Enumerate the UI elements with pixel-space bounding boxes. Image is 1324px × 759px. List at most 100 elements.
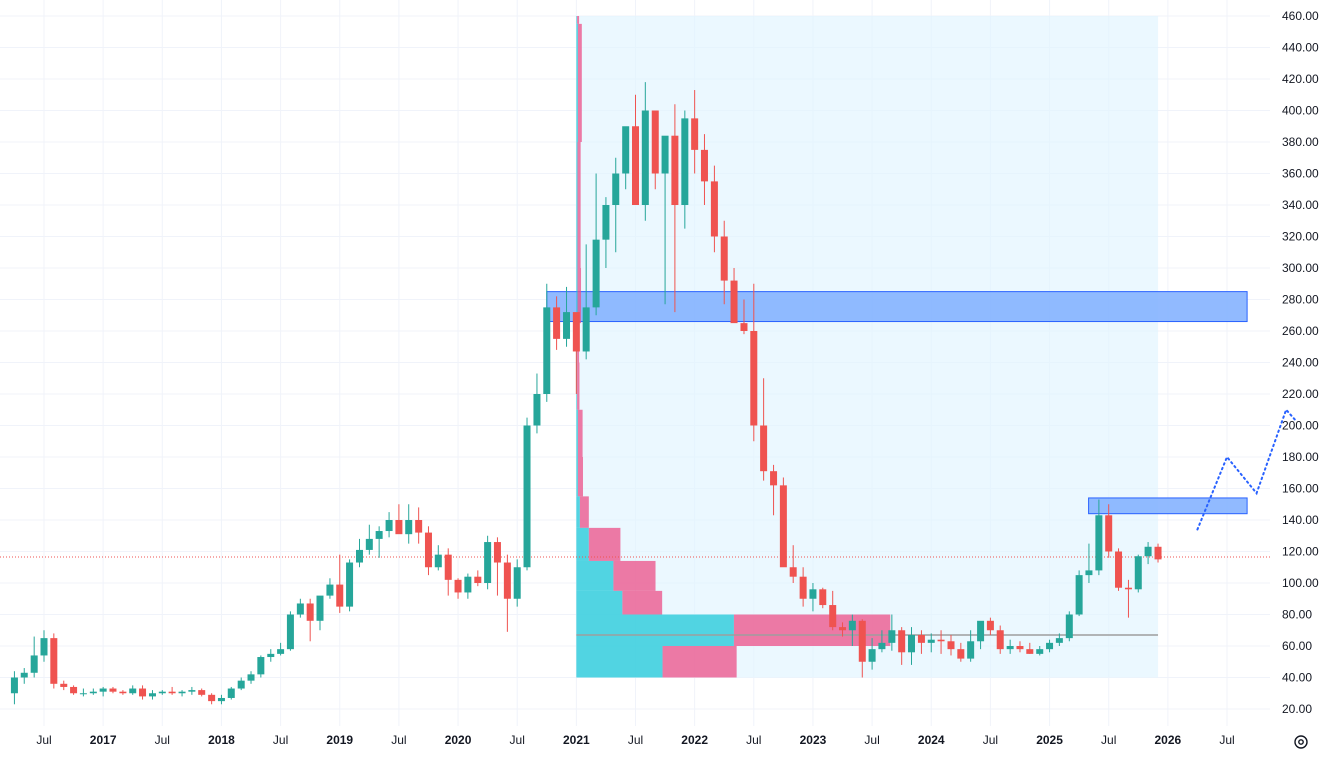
candle-body[interactable] bbox=[740, 323, 748, 331]
candle-body[interactable] bbox=[553, 307, 561, 339]
candle-body[interactable] bbox=[89, 691, 97, 694]
candle-body[interactable] bbox=[1016, 646, 1024, 650]
candle-body[interactable] bbox=[819, 589, 827, 606]
candle-body[interactable] bbox=[148, 693, 156, 697]
candle-body[interactable] bbox=[395, 520, 403, 535]
candle-body[interactable] bbox=[523, 425, 531, 568]
candle-body[interactable] bbox=[434, 554, 442, 568]
candle-body[interactable] bbox=[1105, 515, 1113, 552]
projection-path[interactable] bbox=[1196, 407, 1297, 531]
candle-body[interactable] bbox=[336, 584, 344, 607]
candle-body[interactable] bbox=[858, 620, 866, 662]
candle-body[interactable] bbox=[405, 520, 413, 535]
candle-body[interactable] bbox=[898, 630, 906, 653]
candle-body[interactable] bbox=[632, 126, 639, 205]
candle-body[interactable] bbox=[40, 638, 48, 656]
candle-body[interactable] bbox=[444, 554, 452, 580]
candle-body[interactable] bbox=[651, 110, 659, 174]
candle-body[interactable] bbox=[986, 620, 994, 631]
candle-body[interactable] bbox=[356, 549, 364, 563]
candle-body[interactable] bbox=[592, 239, 600, 308]
candle-body[interactable] bbox=[1115, 551, 1123, 588]
candle-body[interactable] bbox=[957, 649, 965, 659]
candle-body[interactable] bbox=[878, 642, 886, 650]
candle-body[interactable] bbox=[533, 394, 541, 426]
zone-rectangle[interactable] bbox=[1088, 497, 1248, 515]
candle-body[interactable] bbox=[1085, 570, 1093, 576]
candle-body[interactable] bbox=[168, 691, 176, 694]
candle-body[interactable] bbox=[1006, 646, 1014, 650]
candle-body[interactable] bbox=[99, 688, 107, 692]
candle-body[interactable] bbox=[277, 649, 285, 654]
candle-body[interactable] bbox=[454, 579, 462, 593]
candle-body[interactable] bbox=[829, 605, 837, 628]
candle-body[interactable] bbox=[306, 603, 314, 621]
candle-body[interactable] bbox=[415, 520, 423, 533]
candle-body[interactable] bbox=[641, 110, 649, 206]
settings-gear-icon[interactable] bbox=[1292, 733, 1310, 751]
candle-body[interactable] bbox=[316, 595, 324, 621]
candle-body[interactable] bbox=[1075, 575, 1083, 615]
candle-body[interactable] bbox=[927, 639, 935, 643]
candle-body[interactable] bbox=[158, 691, 166, 694]
candle-body[interactable] bbox=[572, 312, 580, 352]
candle-body[interactable] bbox=[217, 697, 225, 702]
candle-body[interactable] bbox=[839, 627, 847, 631]
candle-body[interactable] bbox=[247, 674, 255, 681]
candle-body[interactable] bbox=[1036, 649, 1044, 654]
zone-rectangle[interactable] bbox=[546, 291, 1248, 323]
candle-body[interactable] bbox=[710, 181, 718, 237]
candle-body[interactable] bbox=[799, 576, 807, 599]
candle-body[interactable] bbox=[720, 236, 728, 281]
candle-body[interactable] bbox=[385, 520, 393, 532]
candle-body[interactable] bbox=[947, 641, 955, 650]
candle-body[interactable] bbox=[770, 471, 778, 486]
candle-body[interactable] bbox=[346, 562, 354, 607]
candle-body[interactable] bbox=[1095, 515, 1103, 571]
candle-body[interactable] bbox=[582, 307, 590, 352]
projection-polyline[interactable] bbox=[1196, 407, 1297, 531]
candle-body[interactable] bbox=[129, 688, 137, 694]
candle-body[interactable] bbox=[375, 531, 383, 539]
candle-body[interactable] bbox=[1154, 546, 1162, 560]
candle-body[interactable] bbox=[464, 576, 472, 593]
candle-body[interactable] bbox=[365, 538, 373, 550]
candle-body[interactable] bbox=[208, 694, 216, 702]
candle-body[interactable] bbox=[543, 307, 551, 394]
candle-body[interactable] bbox=[996, 630, 1004, 650]
candle-body[interactable] bbox=[700, 149, 708, 182]
candle-body[interactable] bbox=[622, 126, 630, 174]
candle-body[interactable] bbox=[188, 690, 196, 692]
candle-body[interactable] bbox=[848, 620, 856, 631]
candle-body[interactable] bbox=[1026, 649, 1034, 654]
candle-body[interactable] bbox=[267, 653, 275, 658]
candle-body[interactable] bbox=[503, 562, 511, 599]
candle-body[interactable] bbox=[237, 680, 245, 689]
candle-body[interactable] bbox=[286, 614, 294, 650]
candle-body[interactable] bbox=[1065, 614, 1073, 639]
candle-body[interactable] bbox=[178, 691, 186, 694]
candle-body[interactable] bbox=[1055, 638, 1063, 643]
candle-body[interactable] bbox=[484, 542, 492, 583]
candle-body[interactable] bbox=[227, 688, 235, 698]
candle-body[interactable] bbox=[612, 173, 620, 206]
candle-body[interactable] bbox=[513, 567, 521, 599]
zones-layer[interactable] bbox=[546, 291, 1248, 515]
candle-body[interactable] bbox=[1134, 556, 1142, 590]
candle-body[interactable] bbox=[691, 118, 699, 150]
candle-body[interactable] bbox=[326, 584, 334, 596]
candle-body[interactable] bbox=[809, 589, 817, 599]
candle-body[interactable] bbox=[730, 280, 738, 324]
time-axis[interactable]: Jul 2017 Jul 2018 Jul 2019 Jul 2020 Jul 2021 Jul 20… bbox=[36, 733, 1234, 747]
candle-body[interactable] bbox=[967, 641, 975, 659]
candle-body[interactable] bbox=[1046, 642, 1054, 650]
candle-body[interactable] bbox=[779, 485, 787, 568]
candle-body[interactable] bbox=[424, 532, 432, 568]
candle-body[interactable] bbox=[257, 657, 265, 675]
candle-body[interactable] bbox=[563, 312, 571, 339]
candle-body[interactable] bbox=[907, 634, 915, 653]
candle-body[interactable] bbox=[888, 630, 896, 643]
candle-body[interactable] bbox=[70, 686, 78, 694]
candle-body[interactable] bbox=[296, 603, 304, 615]
